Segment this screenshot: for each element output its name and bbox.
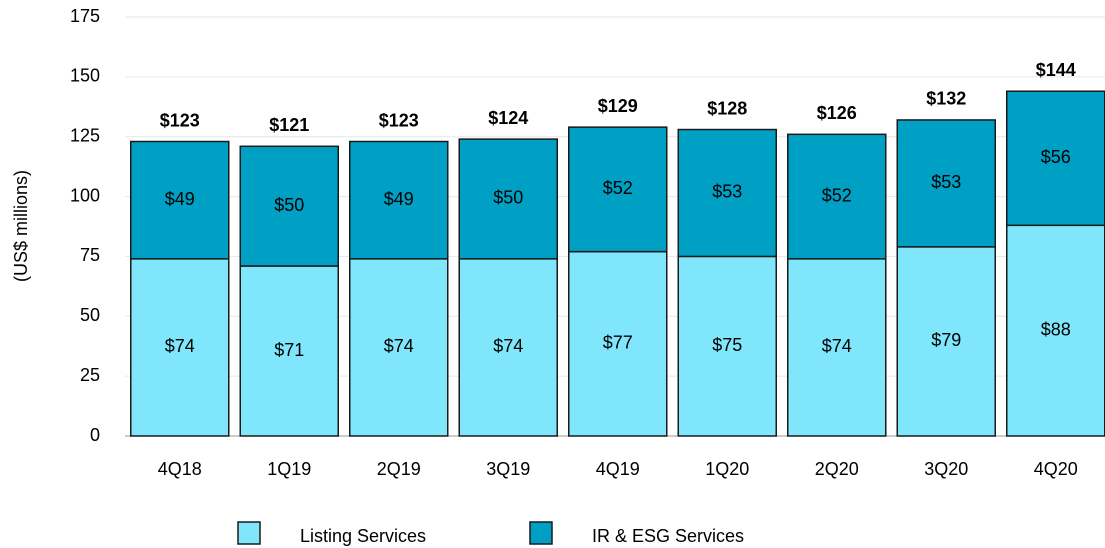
bar-segment [1006, 90, 1105, 227]
bar-segment [349, 140, 449, 260]
legend-label: IR & ESG Services [592, 526, 744, 546]
value-label: $74 [384, 336, 414, 356]
total-label: $123 [160, 110, 200, 130]
bar-segment [349, 258, 449, 437]
bar-segment [896, 246, 996, 437]
bar-segment [787, 258, 887, 437]
y-tick-label: 0 [90, 425, 100, 445]
y-tick-label: 100 [70, 185, 100, 205]
value-label: $79 [931, 330, 961, 350]
value-label: $74 [493, 336, 523, 356]
x-tick-label: 3Q20 [924, 459, 968, 479]
value-label: $53 [931, 172, 961, 192]
x-tick-label: 2Q19 [377, 459, 421, 479]
value-label: $56 [1041, 147, 1071, 167]
bar-segment [896, 119, 996, 248]
value-label: $53 [712, 182, 742, 202]
total-label: $128 [707, 98, 747, 118]
value-label: $75 [712, 335, 742, 355]
value-label: $49 [384, 189, 414, 209]
y-tick-label: 75 [80, 245, 100, 265]
x-tick-label: 3Q19 [486, 459, 530, 479]
total-label: $144 [1036, 60, 1076, 80]
total-label: $121 [269, 115, 309, 135]
value-label: $74 [165, 336, 195, 356]
total-label: $123 [379, 110, 419, 130]
x-tick-label: 1Q20 [705, 459, 749, 479]
x-tick-label: 4Q18 [158, 459, 202, 479]
x-tick-label: 1Q19 [267, 459, 311, 479]
bar-segment [239, 145, 339, 267]
value-label: $52 [603, 178, 633, 198]
x-tick-label: 4Q19 [596, 459, 640, 479]
total-label: $129 [598, 96, 638, 116]
y-tick-label: 25 [80, 365, 100, 385]
value-label: $88 [1041, 319, 1071, 339]
value-label: $77 [603, 333, 633, 353]
y-axis-label: (US$ millions) [11, 170, 31, 282]
bar-segment [1006, 224, 1105, 437]
x-tick-label: 2Q20 [815, 459, 859, 479]
bar-segment [568, 126, 668, 253]
x-tick-label: 4Q20 [1034, 459, 1078, 479]
bar-segment [568, 250, 668, 437]
y-tick-label: 50 [80, 305, 100, 325]
value-label: $50 [274, 195, 304, 215]
bar-segment [130, 140, 230, 260]
value-label: $49 [165, 189, 195, 209]
value-label: $74 [822, 336, 852, 356]
value-label: $71 [274, 340, 304, 360]
bar-segment [239, 265, 339, 437]
y-tick-label: 150 [70, 66, 100, 86]
total-label: $132 [926, 89, 966, 109]
legend-swatch [529, 521, 553, 545]
y-tick-label: 125 [70, 125, 100, 145]
legend-label: Listing Services [300, 526, 426, 546]
total-label: $124 [488, 108, 528, 128]
bar-segment [130, 258, 230, 437]
y-tick-label: 175 [70, 6, 100, 26]
value-label: $50 [493, 188, 523, 208]
total-label: $126 [817, 103, 857, 123]
bar-segment [458, 138, 558, 260]
bar-segment [787, 133, 887, 260]
legend-swatch [237, 521, 261, 545]
bar-segment [677, 128, 777, 258]
value-label: $52 [822, 185, 852, 205]
